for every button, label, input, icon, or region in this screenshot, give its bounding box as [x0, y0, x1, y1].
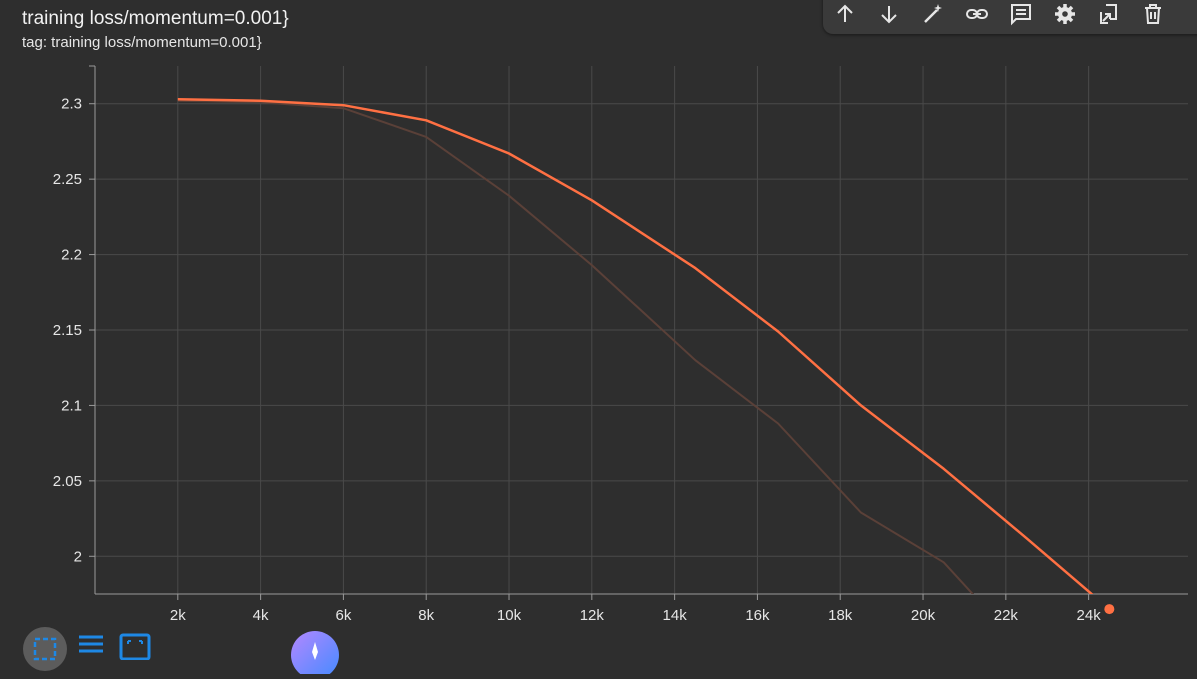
x-tick-label: 8k [418, 607, 434, 624]
x-tick-label: 14k [663, 607, 688, 624]
line-chart: 2k 4k 6k 8k 10k 12k 14k 16k 18k 20k 22k 24k 2 2.05 2.1… [53, 65, 1188, 624]
comment-icon[interactable] [1005, 0, 1037, 30]
y-tick-label: 2.25 [53, 171, 82, 188]
arrow-up-icon[interactable] [829, 0, 861, 30]
arrow-down-icon[interactable] [873, 0, 905, 30]
download-icon[interactable] [1093, 0, 1125, 30]
link-icon[interactable] [961, 0, 993, 30]
x-tick-label: 16k [745, 607, 770, 624]
fit-domain-icon[interactable] [22, 626, 68, 677]
delete-icon[interactable] [1137, 0, 1169, 30]
assistant-icon[interactable] [290, 630, 340, 679]
settings-gear-icon[interactable] [1049, 0, 1081, 30]
x-tick-label: 2k [170, 607, 186, 624]
y-tick-label: 2.1 [61, 397, 82, 414]
y-tick-label: 2.05 [53, 473, 82, 490]
chart-title: training loss/momentum=0.001} [22, 8, 289, 29]
last-point-marker [1104, 604, 1115, 615]
chart-toolbar [823, 0, 1197, 34]
x-tick-label: 18k [828, 607, 853, 624]
chart-bottom-bar [0, 620, 400, 679]
x-tick-label: 24k [1077, 607, 1102, 624]
y-tick-label: 2.2 [61, 247, 82, 264]
y-tick-label: 2 [74, 548, 82, 565]
y-tick-label: 2.3 [61, 96, 82, 113]
chart-tag: tag: training loss/momentum=0.001} [22, 34, 262, 51]
x-tick-label: 4k [253, 607, 269, 624]
x-tick-label: 6k [335, 607, 351, 624]
x-tick-label: 22k [994, 607, 1019, 624]
y-tick-label: 2.15 [53, 322, 82, 339]
magic-wand-icon[interactable] [917, 0, 949, 30]
x-tick-label: 12k [580, 607, 605, 624]
raw-series-line [177, 99, 975, 594]
x-tick-label: 20k [911, 607, 936, 624]
smoothed-series-line [177, 97, 1094, 594]
expand-icon[interactable] [119, 632, 151, 665]
toggle-log-scale-icon[interactable] [77, 634, 105, 659]
x-tick-label: 10k [497, 607, 522, 624]
series-group [177, 97, 1094, 594]
